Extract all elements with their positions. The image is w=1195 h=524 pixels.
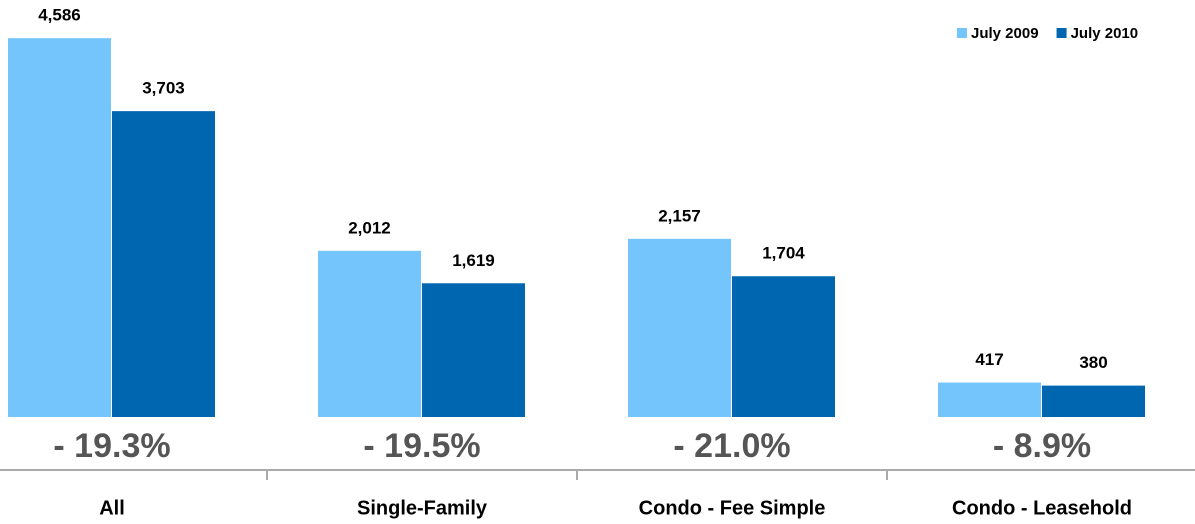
x-tick-label: All	[99, 497, 125, 519]
change-annotation: - 21.0%	[673, 427, 790, 465]
legend-swatch	[1056, 28, 1067, 38]
legend-swatch	[957, 28, 967, 38]
bar	[8, 38, 111, 417]
change-annotation: - 19.3%	[53, 427, 170, 465]
bar	[938, 382, 1041, 417]
bar	[422, 283, 525, 417]
value-label: 417	[975, 350, 1003, 369]
value-label: 2,012	[348, 218, 391, 237]
bar	[628, 238, 731, 417]
x-tick-label: Condo - Fee Simple	[639, 497, 826, 519]
value-label: 380	[1079, 353, 1107, 372]
bar	[318, 250, 421, 417]
value-label: 3,703	[142, 79, 185, 98]
change-annotation: - 19.5%	[363, 427, 480, 465]
legend-label: July 2009	[971, 25, 1039, 42]
x-tick-label: Single-Family	[357, 497, 488, 519]
value-label: 1,704	[762, 244, 805, 263]
bar	[1042, 385, 1145, 417]
value-label: 2,157	[658, 206, 701, 225]
value-label: 4,586	[38, 6, 81, 25]
value-label: 1,619	[452, 251, 495, 270]
bar	[112, 111, 215, 417]
x-tick-label: Condo - Leasehold	[952, 497, 1132, 519]
legend-label: July 2010	[1071, 25, 1139, 42]
change-annotation: - 8.9%	[993, 427, 1091, 465]
bar	[732, 276, 835, 417]
